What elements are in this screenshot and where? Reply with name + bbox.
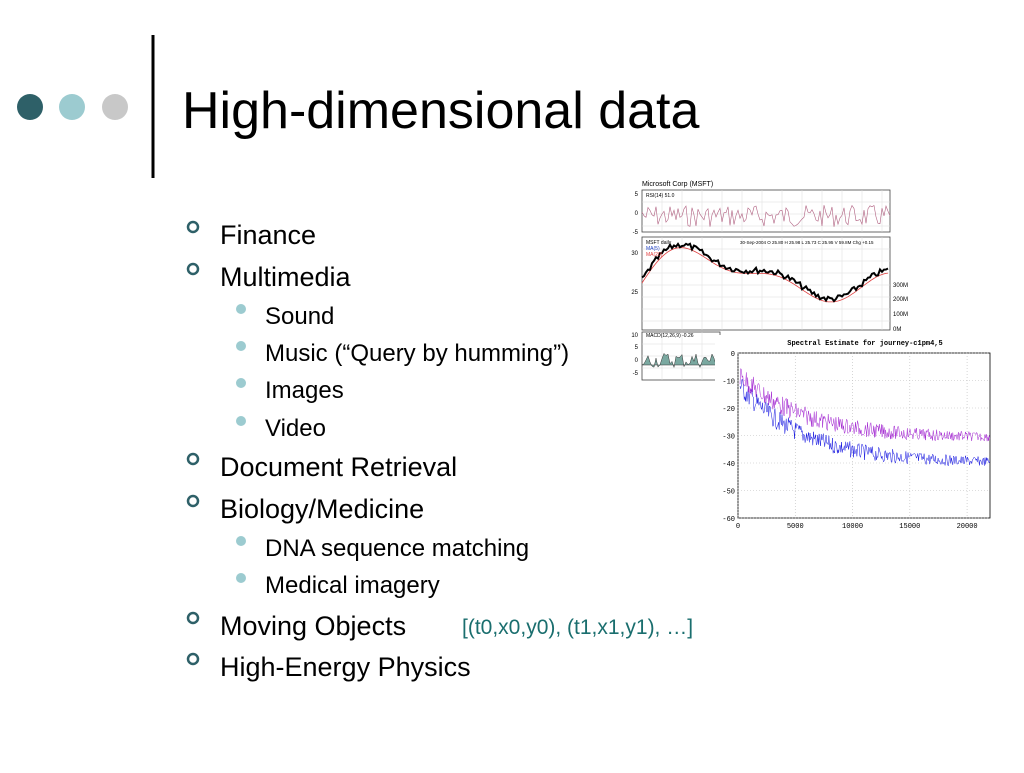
x-tick-label: 15000: [899, 523, 920, 531]
figure-title: Spectral Estimate for journey-c1pm4,5: [787, 340, 942, 348]
y-tick-label: -40: [722, 461, 735, 469]
bullet-text: Video: [265, 415, 326, 442]
panel-label: RSI(14) 51.0: [646, 193, 675, 199]
bullet-marker: [236, 341, 246, 351]
bullet-text: Finance: [220, 220, 316, 250]
bullet-marker: [186, 494, 200, 508]
bullet-marker: [186, 611, 200, 625]
tick-label: 200M: [893, 297, 908, 303]
x-tick-label: 20000: [957, 523, 978, 531]
bullet-text: Moving Objects: [220, 611, 406, 641]
panel-label: MSFT daily: [646, 240, 672, 246]
panel-label: MA(20): [646, 252, 663, 258]
bullet-marker: [186, 220, 200, 234]
bullet-text: Music (“Query by humming”): [265, 340, 569, 367]
bullet-marker: [236, 304, 246, 314]
x-tick-label: 10000: [842, 523, 863, 531]
bullet-list: Finance Multimedia Sound Music (“Query by h…: [186, 220, 693, 682]
bullet-text: Document Retrieval: [220, 452, 457, 482]
panel-label: MA(5): [646, 246, 660, 252]
slide-title: High-dimensional data: [182, 82, 699, 140]
y-tick-label: 0: [731, 351, 735, 359]
macd-area: [641, 352, 721, 369]
tick-label: 5: [635, 192, 639, 198]
bullet-text: Multimedia: [220, 262, 352, 292]
tick-label: 5: [635, 345, 639, 351]
tick-label: 300M: [893, 283, 908, 289]
y-tick-label: -30: [722, 434, 735, 442]
bullet-marker: [236, 416, 246, 426]
bullet-marker: [236, 378, 246, 388]
tick-label: 25: [631, 290, 638, 296]
tick-label: -5: [633, 230, 639, 236]
bullet-marker: [236, 536, 246, 546]
tick-label: 100M: [893, 312, 908, 318]
rsi-line: [641, 204, 891, 227]
spectrum-curve: [739, 378, 991, 466]
panel-label: MACD(12,26,9) -0.26: [646, 333, 694, 339]
bullet-marker: [186, 452, 200, 466]
bullet-text: High-Energy Physics: [220, 652, 471, 682]
tick-label: 10: [631, 333, 638, 339]
price-line: [641, 242, 889, 303]
y-tick-label: -10: [722, 379, 735, 387]
spectral-figure: Spectral Estimate for journey-c1pm4,5 0 50…: [715, 335, 992, 531]
y-tick-label: -60: [722, 516, 735, 524]
panel-frame: [641, 189, 891, 233]
bullet-note: [(t0,x0,y0), (t1,x1,y1), …]: [462, 616, 693, 639]
bullet-text: DNA sequence matching: [265, 535, 529, 562]
y-tick-label: -20: [722, 406, 735, 414]
decor-dot: [102, 94, 128, 120]
bullet-marker: [186, 262, 200, 276]
panel-frame: [641, 236, 891, 331]
decor-dot: [59, 94, 85, 120]
decor-dot: [17, 94, 43, 120]
finance-figure: Microsoft Corp (MSFT)50-53025300M200M100…: [625, 178, 908, 395]
bullet-marker: [236, 573, 246, 583]
bullet-text: Sound: [265, 303, 334, 330]
bullet-text: Medical imagery: [265, 572, 440, 599]
x-tick-label: 0: [736, 523, 740, 531]
tick-label: 0: [635, 358, 639, 364]
tick-label: 0M: [893, 327, 901, 333]
y-tick-label: -50: [722, 489, 735, 497]
bullet-text: Biology/Medicine: [220, 494, 424, 524]
figure-title: Microsoft Corp (MSFT): [642, 181, 713, 188]
tick-label: 0: [635, 211, 639, 217]
bullet-text: Images: [265, 377, 344, 404]
spectrum-curve: [739, 367, 991, 442]
panel-label: 30-Sep-2004 O 25.80 H 25.98 L 25.73 C 25…: [740, 240, 874, 245]
ma-line: [641, 247, 889, 303]
bullet-marker: [186, 652, 200, 666]
tick-label: -5: [633, 371, 639, 377]
tick-label: 30: [631, 251, 638, 257]
x-tick-label: 5000: [787, 523, 804, 531]
